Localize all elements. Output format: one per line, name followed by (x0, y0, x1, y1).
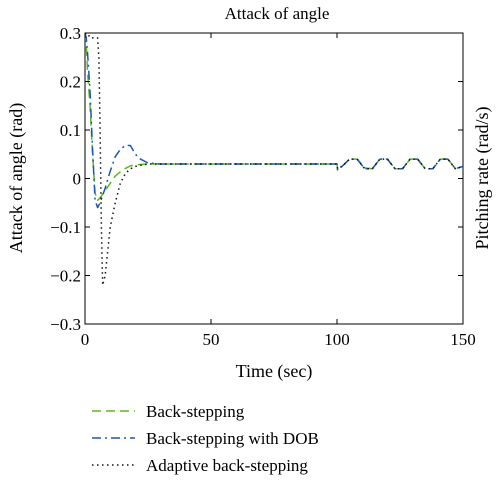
plot-frame (84, 32, 464, 325)
chart-title: Attack of angle (225, 4, 330, 23)
y-tick-label: −0.2 (50, 267, 81, 286)
y-tick-label: 0.2 (60, 73, 81, 92)
y-tick-label: −0.3 (50, 315, 81, 334)
legend-label-1: Back-stepping (146, 402, 245, 421)
series-line-2 (85, 33, 463, 209)
legend: Back-stepping Back-stepping with DOB Adapt… (92, 402, 319, 475)
y-tick-label: 0.1 (60, 121, 81, 140)
y-axis-label-right: Pitching rate (rad/s) (472, 107, 493, 250)
y-tick-label: −0.1 (50, 218, 81, 237)
x-tick-label: 150 (450, 330, 476, 349)
legend-label-3: Adaptive back-stepping (146, 456, 308, 475)
legend-label-2: Back-stepping with DOB (146, 429, 319, 448)
plot-area: 0 50 100 150 −0.3 −0.2 −0.1 0 0.1 0.2 0.3 (50, 24, 476, 349)
x-tick-label: 0 (81, 330, 90, 349)
y-tick-label: 0 (73, 170, 82, 189)
x-tick-label: 50 (203, 330, 220, 349)
x-tick-label: 100 (324, 330, 350, 349)
y-tick-label: 0.3 (60, 24, 81, 43)
x-axis-label: Time (sec) (236, 361, 313, 382)
series-line-1 (85, 33, 463, 202)
y-axis-label: Attack of angle (rad) (6, 103, 27, 253)
